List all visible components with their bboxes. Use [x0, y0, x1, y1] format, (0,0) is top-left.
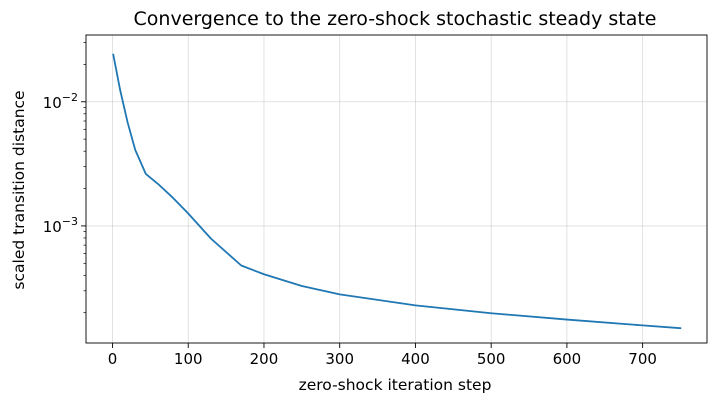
x-tick-label: 300 [325, 350, 354, 368]
x-tick-label: 100 [174, 350, 203, 368]
x-tick-label: 600 [553, 350, 582, 368]
y-tick-label: 10−3 [43, 215, 78, 236]
y-axis-label: scaled transition distance [10, 90, 28, 289]
chart-title: Convergence to the zero-shock stochastic… [134, 8, 657, 30]
y-tick-label: 10−2 [43, 91, 78, 112]
x-tick-label: 200 [250, 350, 279, 368]
x-tick-label: 400 [401, 350, 430, 368]
x-axis-label: zero-shock iteration step [299, 376, 492, 394]
x-tick-label: 0 [108, 350, 118, 368]
x-tick-label: 500 [477, 350, 506, 368]
plot-area-frame [85, 34, 708, 344]
axis-ticks: 0 100 200 300 400 500 600 700 10−3 10−2 [43, 42, 657, 368]
series-layer [112, 53, 682, 330]
grid-lines [86, 35, 707, 343]
series-line [112, 53, 682, 330]
x-tick-label: 700 [628, 350, 657, 368]
